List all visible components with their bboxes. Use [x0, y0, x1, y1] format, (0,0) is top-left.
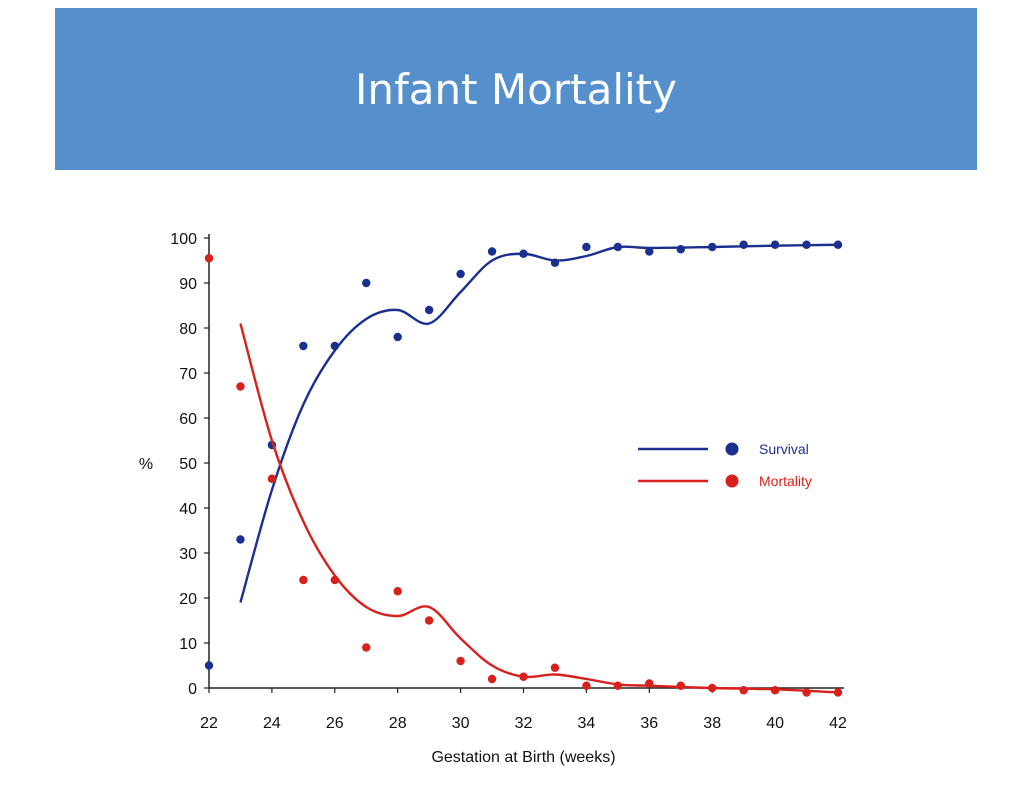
survival-data-point	[330, 341, 339, 351]
y-tick-label: 90	[179, 276, 197, 293]
survival-data-point	[708, 242, 717, 252]
x-tick-label: 38	[703, 715, 721, 732]
survival-data-point	[802, 240, 811, 249]
y-tick-label: 10	[179, 636, 197, 653]
y-tick-label: 60	[179, 411, 197, 428]
mortality-data-point	[550, 663, 560, 672]
mortality-data-point	[739, 686, 748, 695]
mortality-data-point	[676, 681, 685, 690]
survival-data-point	[613, 242, 623, 252]
mortality-data-point	[362, 643, 371, 652]
survival-data-point	[424, 305, 434, 315]
y-tick-label: 0	[188, 681, 197, 698]
x-tick-label: 26	[326, 715, 344, 732]
y-axis-label: %	[139, 456, 153, 473]
survival-data-point	[393, 332, 402, 342]
mortality-data-point	[802, 688, 811, 697]
mortality-data-point	[267, 474, 277, 483]
survival-data-point	[519, 249, 528, 258]
mortality-data-point	[487, 674, 497, 684]
mortality-data-point	[770, 686, 780, 695]
x-tick-label: 30	[452, 715, 470, 732]
mortality-data-point	[330, 575, 339, 585]
title-banner: Infant Mortality	[55, 8, 977, 170]
mortality-data-point	[236, 382, 245, 391]
survival-data-point	[236, 535, 245, 544]
x-axis-label: Gestation at Birth (weeks)	[431, 749, 615, 766]
survival-data-point	[582, 242, 591, 252]
mortality-data-point	[393, 587, 402, 596]
y-tick-label: 40	[179, 501, 197, 518]
survival-data-point	[770, 240, 780, 249]
x-tick-label: 32	[515, 715, 533, 732]
mortality-data-point	[833, 688, 843, 697]
survival-data-point	[550, 258, 560, 267]
survival-data-point	[299, 341, 308, 351]
survival-data-point	[739, 240, 748, 249]
survival-legend-label: Survival	[759, 441, 809, 457]
y-tick-label: 50	[179, 456, 197, 473]
mortality-data-point	[519, 672, 528, 681]
mortality-trend-line	[239, 323, 839, 694]
survival-data-point	[645, 247, 654, 256]
y-tick-label: 30	[179, 546, 197, 563]
mortality-data-point	[645, 679, 654, 688]
mortality-legend-label: Mortality	[759, 473, 812, 489]
mortality-data-point	[582, 681, 591, 690]
survival-data-point	[456, 269, 465, 279]
y-tick-label: 20	[179, 591, 197, 608]
x-tick-label: 36	[640, 715, 658, 732]
survival-data-point	[487, 247, 497, 256]
y-tick-label: 100	[170, 231, 197, 248]
mortality-data-point	[299, 575, 308, 585]
x-tick-label: 40	[766, 715, 784, 732]
x-tick-label: 42	[829, 715, 847, 732]
survival-legend-marker	[725, 442, 739, 456]
survival-data-point	[833, 240, 843, 249]
x-tick-label: 22	[200, 715, 218, 732]
mortality-data-point	[613, 681, 623, 690]
y-tick-label: 70	[179, 366, 197, 383]
x-tick-label: 28	[389, 715, 407, 732]
survival-trend-line	[239, 243, 839, 603]
mortality-legend-marker	[725, 474, 739, 488]
x-tick-label: 34	[578, 715, 596, 732]
survival-data-point	[362, 278, 371, 288]
x-tick-label: 24	[263, 715, 281, 732]
survival-data-point	[204, 661, 214, 670]
y-tick-label: 80	[179, 321, 197, 338]
mortality-data-point	[204, 254, 214, 263]
mortality-data-point	[708, 683, 717, 693]
survival-data-point	[676, 245, 685, 254]
mortality-data-point	[456, 656, 465, 666]
slide-title: Infant Mortality	[354, 64, 678, 114]
mortality-data-point	[424, 616, 434, 625]
